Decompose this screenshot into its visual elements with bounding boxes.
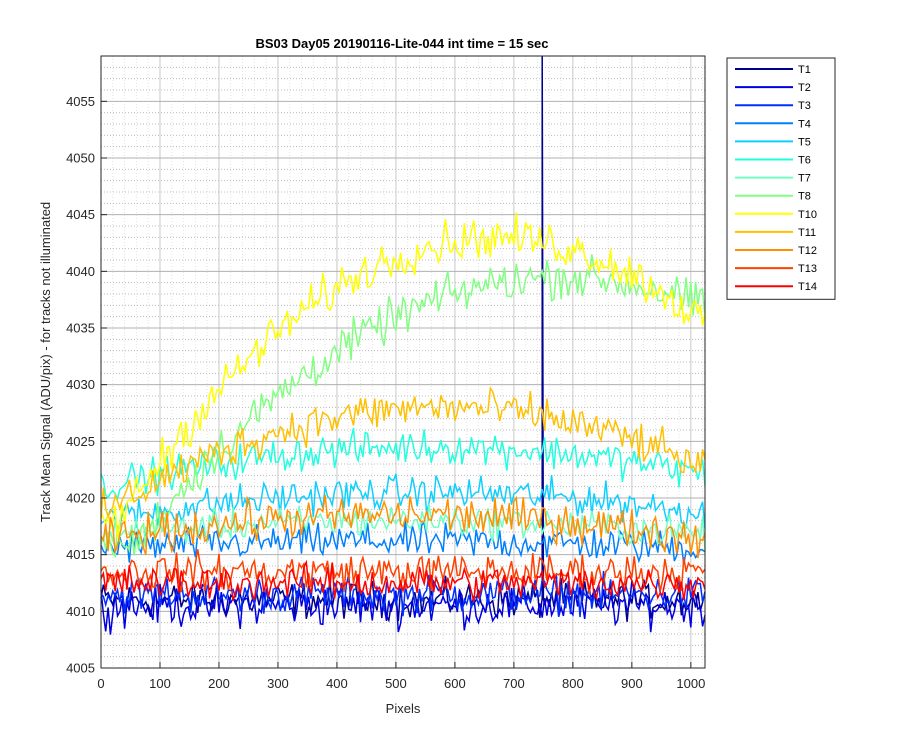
y-tick-label: 4015 — [66, 547, 95, 562]
x-tick-label: 0 — [97, 676, 104, 691]
legend-label-t13: T13 — [798, 263, 817, 275]
y-tick-label: 4040 — [66, 264, 95, 279]
y-tick-label: 4005 — [66, 661, 95, 676]
series-line-t8 — [100, 254, 706, 559]
legend-label-t4: T4 — [798, 118, 811, 130]
series-line-t10 — [100, 212, 706, 539]
legend-label-t14: T14 — [798, 281, 817, 293]
y-tick-label: 4045 — [66, 207, 95, 222]
legend-label-t3: T3 — [798, 100, 811, 112]
x-axis-label: Pixels — [386, 701, 421, 716]
chart-title: BS03 Day05 20190116-Lite-044 int time = … — [255, 36, 548, 51]
y-tick-label: 4050 — [66, 151, 95, 166]
legend-label-t10: T10 — [798, 209, 817, 221]
series-line-t11 — [100, 386, 706, 519]
legend-label-t11: T11 — [798, 227, 816, 239]
y-tick-label: 4035 — [66, 321, 95, 336]
y-tick-label: 4055 — [66, 94, 95, 109]
series-line-t1 — [100, 55, 706, 623]
x-tick-label: 100 — [149, 676, 171, 691]
x-tick-label: 200 — [208, 676, 230, 691]
legend-label-t8: T8 — [798, 191, 811, 203]
x-tick-label: 600 — [444, 676, 466, 691]
x-tick-label: 900 — [621, 676, 643, 691]
legend-label-t1: T1 — [798, 64, 811, 76]
series-line-t12 — [100, 494, 706, 559]
y-tick-label: 4020 — [66, 491, 95, 506]
series-line-t5 — [100, 473, 706, 535]
y-tick-label: 4010 — [66, 604, 95, 619]
x-tick-label: 400 — [326, 676, 348, 691]
series-layer — [100, 55, 706, 635]
legend-label-t5: T5 — [798, 136, 811, 148]
legend-label-t7: T7 — [798, 173, 811, 185]
y-tick-label: 4025 — [66, 434, 95, 449]
series-line-t6 — [100, 427, 706, 501]
series-line-t13 — [100, 549, 706, 594]
x-tick-label: 500 — [385, 676, 407, 691]
legend-label-t2: T2 — [798, 82, 811, 94]
x-tick-label: 300 — [267, 676, 289, 691]
legend-label-t6: T6 — [798, 155, 811, 167]
legend-label-t12: T12 — [798, 245, 817, 257]
y-axis-label: Track Mean Signal (ADU/pix) - for tracks… — [38, 202, 53, 522]
chart-legend: T1 T2 T3 T4 T5 T6 T7 T8 T10 T11 T12 T13 T14 — [726, 57, 836, 300]
axis-ticks: 0 100 200 300 400 500 600 700 800 900 1000 4005 4010… — [66, 94, 705, 691]
series-line-t2 — [100, 580, 706, 635]
y-tick-label: 4030 — [66, 377, 95, 392]
x-tick-label: 800 — [562, 676, 584, 691]
plot-area-frame — [100, 55, 706, 669]
legend-box — [726, 57, 836, 300]
x-tick-label: 1000 — [676, 676, 705, 691]
series-line-t14 — [100, 559, 706, 603]
x-tick-label: 700 — [503, 676, 525, 691]
